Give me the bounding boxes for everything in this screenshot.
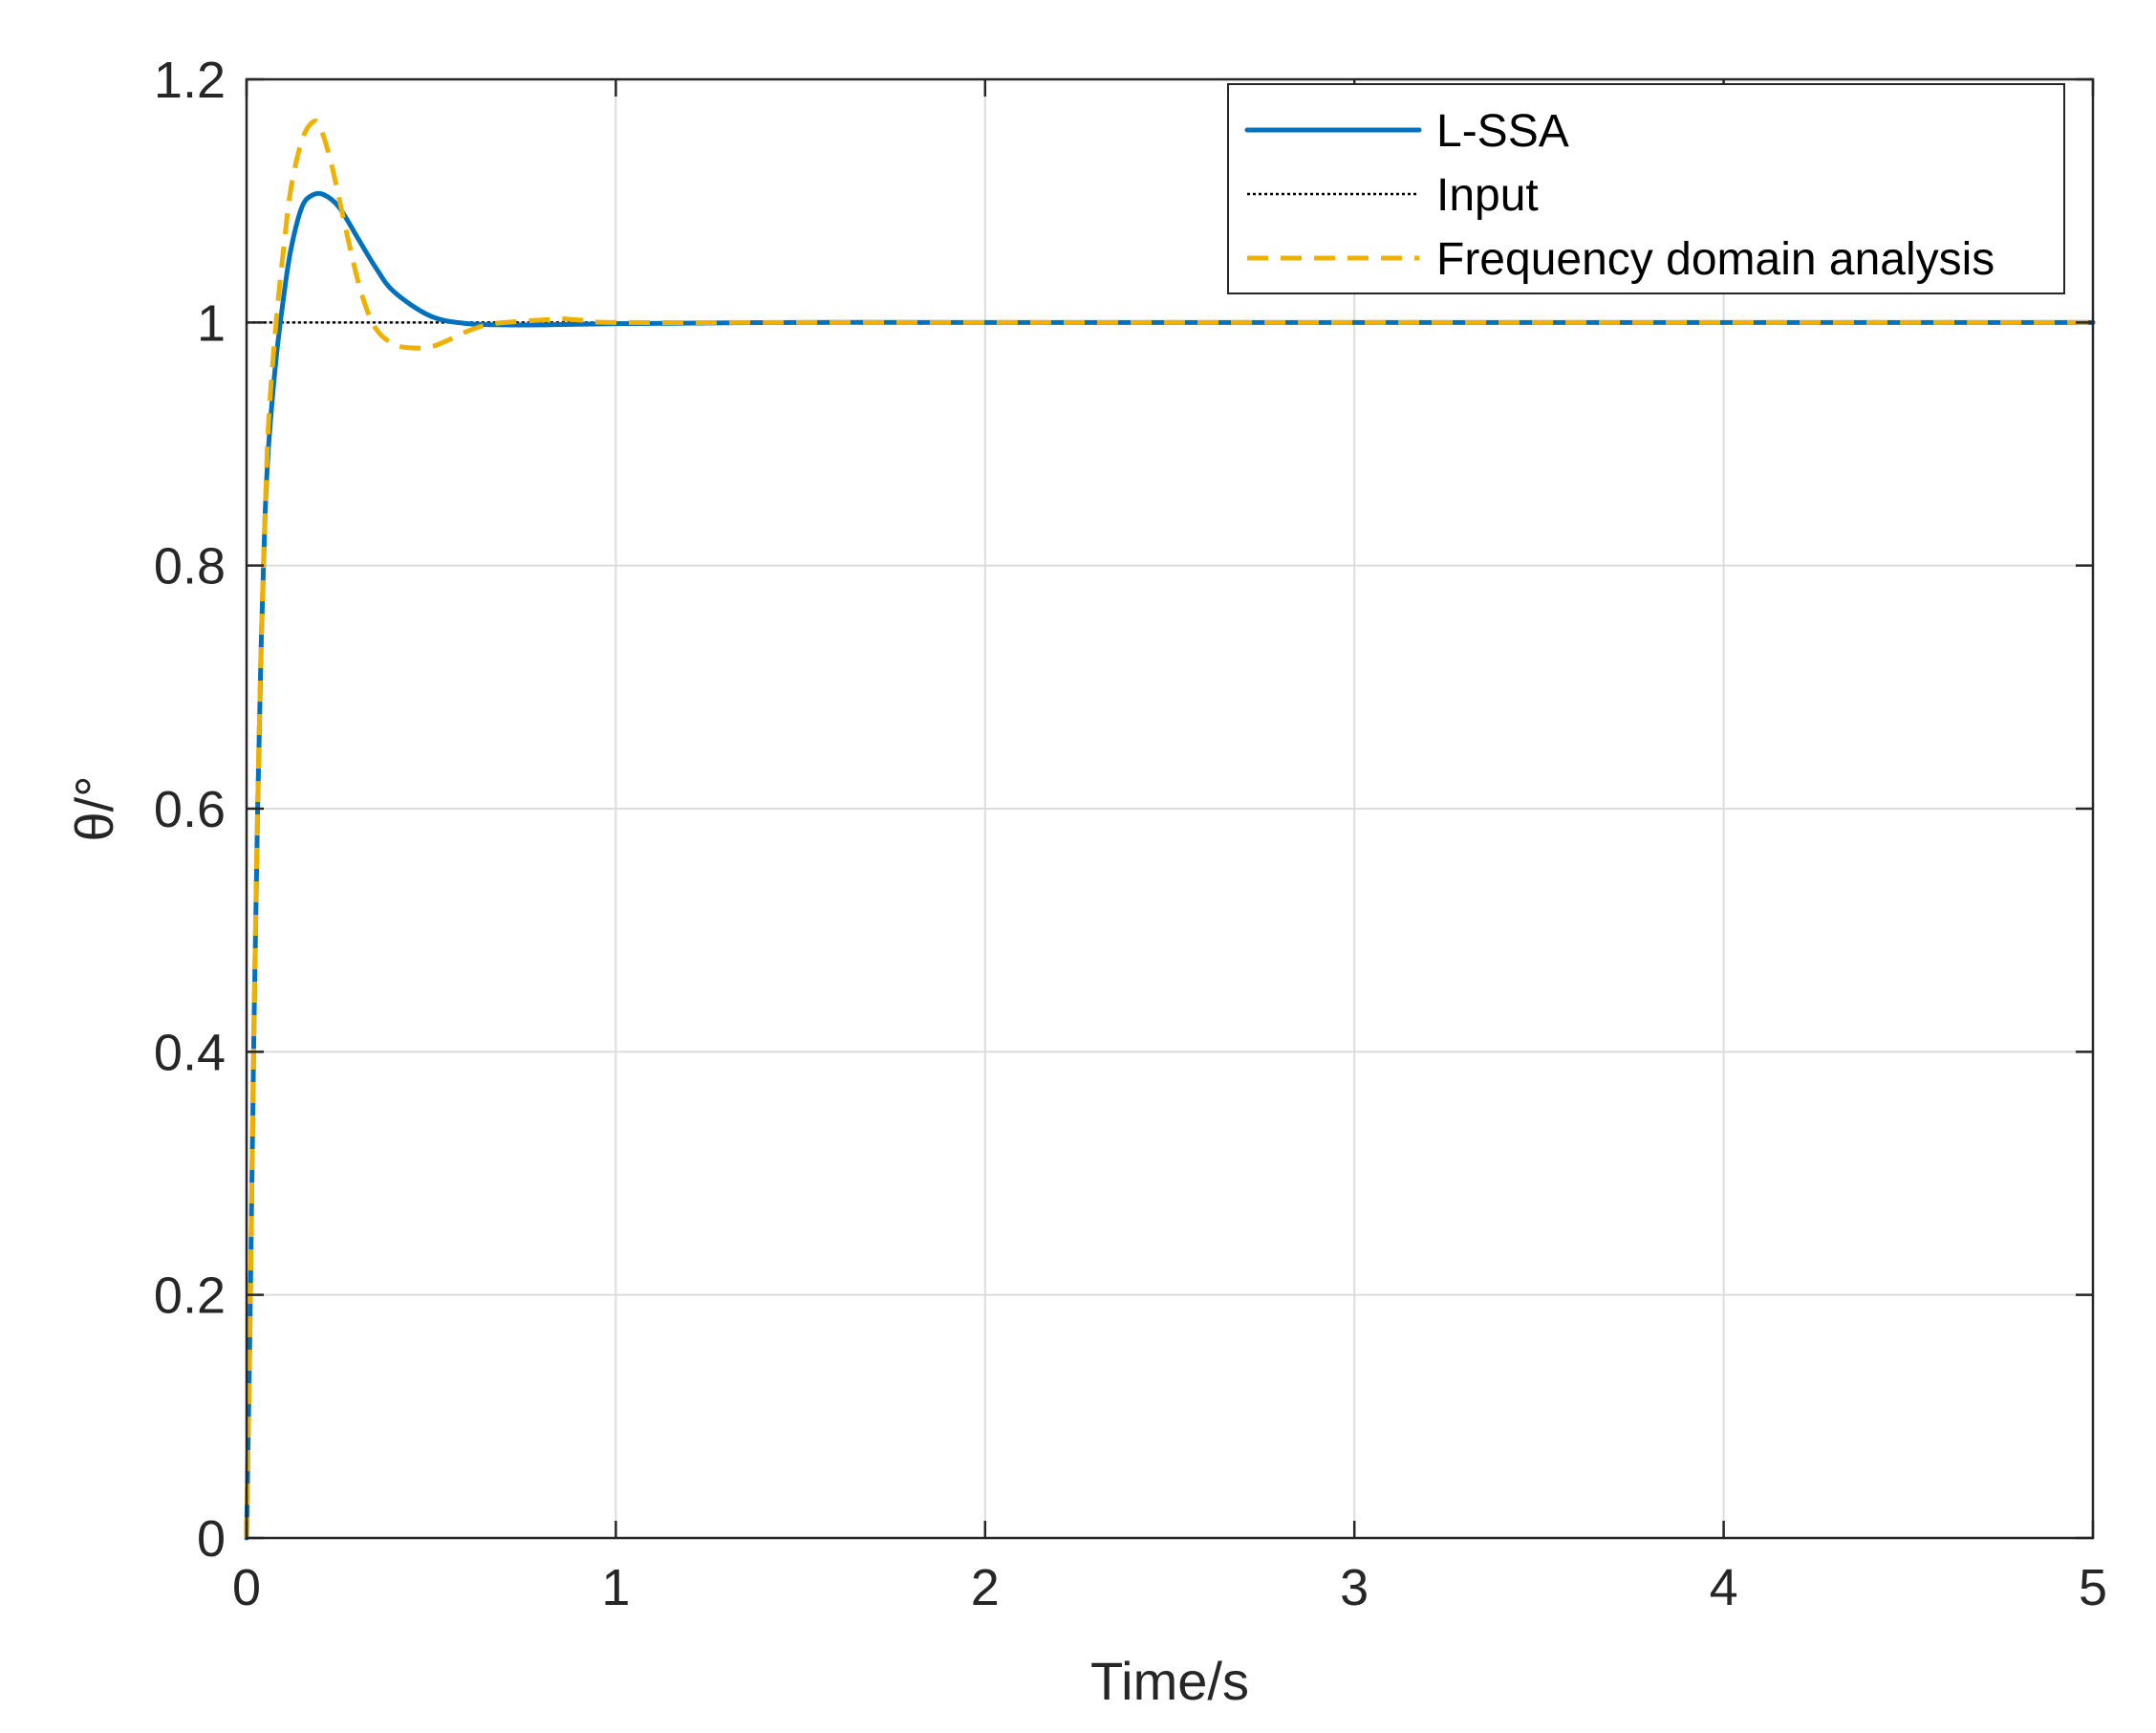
x-tick-label: 4: [1710, 1559, 1738, 1616]
y-tick-label: 0.6: [154, 781, 226, 838]
y-tick-labels: 0 0.2 0.4 0.6 0.8 1 1.2: [154, 52, 226, 1568]
y-axis-label: θ/°: [64, 775, 124, 841]
y-tick-label: 1.2: [154, 52, 226, 109]
legend: L-SSA Input Frequency domain analysis: [1227, 83, 2065, 294]
legend-entry-l-ssa-label: L-SSA: [1436, 106, 1569, 157]
x-tick-label: 0: [232, 1559, 261, 1616]
x-axis-label: Time/s: [1090, 1651, 1249, 1711]
series-line-frequency-domain-analysis: [244, 119, 2093, 1539]
x-tick-label: 1: [601, 1559, 630, 1616]
x-tick-labels: 0 1 2 3 4 5: [232, 1559, 2107, 1616]
x-tick-label: 2: [971, 1559, 1000, 1616]
y-tick-label: 0.8: [154, 538, 226, 596]
series-layer: [244, 119, 2096, 1541]
y-tick-label: 0.2: [154, 1267, 226, 1325]
legend-entry-input-label: Input: [1436, 170, 1539, 221]
legend-entry-frequency-domain-analysis-label: Frequency domain analysis: [1436, 234, 1994, 285]
y-tick-label: 0: [197, 1510, 226, 1568]
x-tick-label: 5: [2079, 1559, 2107, 1616]
x-tick-label: 3: [1340, 1559, 1369, 1616]
y-tick-label: 1: [197, 294, 226, 352]
y-tick-label: 0.4: [154, 1024, 226, 1081]
